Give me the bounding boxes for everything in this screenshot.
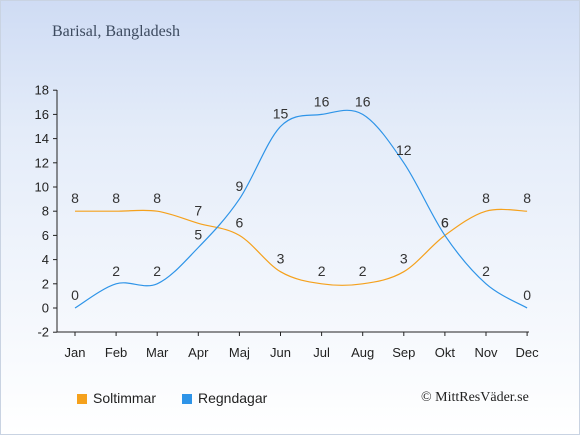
x-tick-label: Nov xyxy=(474,345,498,360)
y-tick-label: 10 xyxy=(35,180,49,195)
x-tick-label: Dec xyxy=(516,345,540,360)
data-label-regndagar: 15 xyxy=(273,106,289,122)
data-label-regndagar: 2 xyxy=(153,263,161,279)
data-label-regndagar: 0 xyxy=(523,287,531,303)
data-label-soltimmar: 2 xyxy=(359,263,367,279)
x-tick-label: Sep xyxy=(392,345,415,360)
y-tick-label: 6 xyxy=(42,228,49,243)
legend-label-regndagar: Regndagar xyxy=(198,390,268,406)
x-tick-label: Jan xyxy=(65,345,86,360)
data-label-regndagar: 2 xyxy=(112,263,120,279)
series-line-regndagar xyxy=(74,109,528,309)
site-credit[interactable]: © MittResVäder.se xyxy=(421,390,529,405)
x-tick-label: Aug xyxy=(351,345,374,360)
data-label-regndagar: 16 xyxy=(314,93,330,109)
data-label-soltimmar: 8 xyxy=(112,190,120,206)
y-tick-label: 18 xyxy=(35,83,49,98)
x-tick-label: Maj xyxy=(229,345,250,360)
y-tick-label: 12 xyxy=(35,155,49,170)
data-label-soltimmar: 6 xyxy=(236,214,244,230)
y-tick-label: 8 xyxy=(42,204,49,219)
legend-swatch-soltimmar xyxy=(77,394,87,404)
data-label-soltimmar: 6 xyxy=(441,214,449,230)
x-tick-label: Mar xyxy=(146,345,169,360)
data-label-regndagar: 16 xyxy=(355,93,371,109)
x-tick-label: Apr xyxy=(188,345,209,360)
data-label-regndagar: 0 xyxy=(71,287,79,303)
y-tick-label: 0 xyxy=(42,301,49,316)
data-label-soltimmar: 7 xyxy=(194,202,202,218)
data-label-soltimmar: 8 xyxy=(523,190,531,206)
data-label-regndagar: 6 xyxy=(441,214,449,230)
data-label-regndagar: 2 xyxy=(482,263,490,279)
y-tick-label: 14 xyxy=(35,131,49,146)
y-tick-label: 16 xyxy=(35,107,49,122)
x-tick-label: Okt xyxy=(435,345,456,360)
data-label-soltimmar: 8 xyxy=(153,190,161,206)
data-label-regndagar: 9 xyxy=(236,178,244,194)
legend-item-regndagar: Regndagar xyxy=(182,390,267,406)
series-line-soltimmar xyxy=(75,208,528,286)
data-label-soltimmar: 8 xyxy=(71,190,79,206)
data-label-soltimmar: 2 xyxy=(318,263,326,279)
data-label-soltimmar: 3 xyxy=(277,251,285,267)
data-label-soltimmar: 3 xyxy=(400,251,408,267)
legend-swatch-regndagar xyxy=(182,394,192,404)
y-tick-label: 2 xyxy=(42,276,49,291)
legend-label-soltimmar: Soltimmar xyxy=(93,390,157,406)
y-tick-label: 4 xyxy=(42,252,49,267)
page-title: Barisal, Bangladesh xyxy=(52,23,180,40)
x-tick-label: Feb xyxy=(105,345,127,360)
x-tick-label: Jun xyxy=(270,345,291,360)
x-tick-label: Jul xyxy=(313,345,330,360)
data-label-regndagar: 5 xyxy=(194,227,202,243)
data-label-soltimmar: 8 xyxy=(482,190,490,206)
data-label-regndagar: 12 xyxy=(396,142,412,158)
legend-item-soltimmar: Soltimmar xyxy=(77,390,156,406)
y-tick-label: -2 xyxy=(37,325,49,340)
